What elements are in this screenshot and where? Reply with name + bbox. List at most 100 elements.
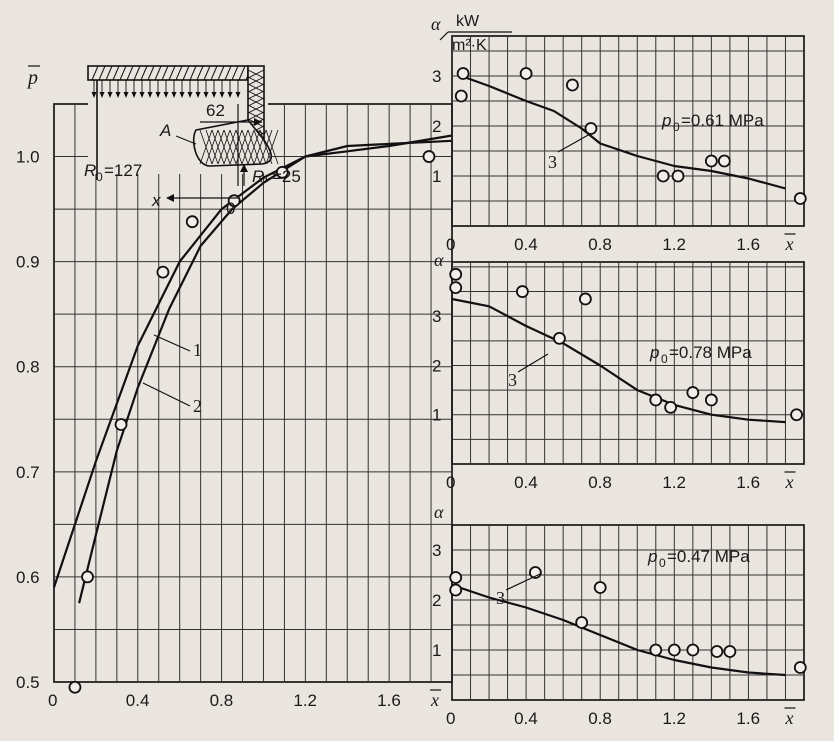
inset-x-arrowhead — [166, 194, 174, 202]
inset-crosshatch — [205, 129, 219, 165]
inset-hatch — [98, 65, 106, 81]
inset-hatch — [126, 65, 134, 81]
x-axis-symbol: x — [430, 690, 439, 710]
curve-label-3: 3 — [496, 588, 505, 608]
data-point — [793, 661, 807, 674]
series-label-2: 2 — [193, 396, 202, 416]
inset-pressure-arrowhead — [195, 92, 201, 98]
y-tick-label: 3 — [432, 67, 441, 86]
inset-hatch — [224, 65, 232, 81]
inset-hatch — [105, 65, 113, 81]
inset-hatch — [119, 65, 127, 81]
inset-top-wall — [87, 65, 249, 81]
inset-pressure-arrowhead — [139, 92, 145, 98]
x-tick-label: 0.4 — [514, 235, 538, 254]
x-tick-label: 1.6 — [736, 473, 760, 492]
y-unit-denominator: m²·K — [452, 37, 487, 54]
data-point — [686, 386, 700, 399]
pressure-label-value: =0.78 MPa — [669, 343, 752, 362]
inset-hatch — [147, 65, 155, 81]
inset-crosshatch — [253, 129, 267, 165]
x-tick-label: 0.4 — [514, 709, 538, 728]
data-point — [519, 67, 533, 80]
y-tick-label: 0.9 — [16, 253, 40, 272]
data-point — [793, 192, 807, 205]
y-tick-label: 0.8 — [16, 358, 40, 377]
data-point — [553, 331, 566, 345]
data-point — [516, 285, 529, 298]
pressure-label-value: =0.61 MPa — [681, 111, 764, 130]
data-point — [686, 643, 700, 657]
curve-3 — [451, 583, 786, 677]
inset-label-r0-sub: 0 — [96, 170, 103, 184]
inset-crosshatch — [247, 69, 265, 79]
y-tick-label: 3 — [432, 307, 441, 326]
inset-crosshatch — [247, 90, 265, 100]
data-point — [671, 169, 685, 183]
data-point — [649, 393, 663, 407]
y-axis-symbol: α — [434, 502, 444, 522]
inset-hatch — [238, 65, 246, 81]
x-tick-label: 1.2 — [662, 709, 686, 728]
inset-crosshatch — [259, 129, 273, 165]
inset-pressure-arrowhead — [219, 92, 225, 98]
inset-crosshatch — [247, 83, 265, 93]
curve-3 — [451, 297, 786, 424]
inset-pressure-arrowhead — [91, 92, 97, 98]
data-point — [717, 154, 731, 168]
data-point — [275, 165, 289, 179]
pressure-label: p — [661, 111, 671, 130]
inset-crosshatch — [247, 129, 261, 165]
inset-hatch — [203, 65, 211, 81]
x-tick-label: 0.4 — [514, 473, 538, 492]
x-tick-label: 0.8 — [588, 473, 612, 492]
data-point — [723, 645, 737, 658]
plot-frame — [451, 261, 805, 465]
x-tick-label: 1.2 — [662, 235, 686, 254]
inset-crosshatch — [247, 111, 265, 121]
data-point — [456, 67, 470, 80]
inset-rstar-arrowhead — [240, 164, 248, 172]
data-point — [656, 169, 670, 183]
inset-hatch — [210, 65, 218, 81]
x-axis-symbol: x — [784, 472, 793, 492]
inset-hatch — [231, 65, 239, 81]
y-unit-numerator: kW — [456, 13, 480, 30]
y-tick-label: 1 — [432, 641, 441, 660]
x-axis-symbol: x — [784, 708, 793, 728]
x-tick-label: 0 — [446, 473, 455, 492]
y-tick-label: 1.0 — [16, 148, 40, 167]
data-point — [790, 408, 803, 422]
pressure-label-sub: 0 — [673, 120, 680, 134]
inset-label-rstar-val: =25 — [272, 167, 301, 186]
inset-label-a: A — [159, 121, 171, 140]
data-point — [575, 616, 589, 629]
inset-hatch — [168, 65, 176, 81]
series-label-1: 1 — [193, 340, 202, 360]
pressure-label-sub: 0 — [661, 352, 668, 366]
y-tick-label: 0.6 — [16, 568, 40, 587]
inset-crosshatch — [247, 76, 265, 86]
data-point — [454, 89, 468, 103]
curve-1 — [52, 134, 453, 588]
x-tick-label: 1.6 — [736, 235, 760, 254]
inset-label-r0-val: =127 — [104, 161, 142, 180]
x-tick-label: 0 — [48, 691, 57, 710]
data-point — [593, 581, 607, 594]
x-axis-symbol: x — [784, 234, 793, 254]
inset-pressure-arrowhead — [131, 92, 137, 98]
inset-leader-a — [175, 135, 197, 145]
curve-2 — [78, 139, 453, 604]
y-tick-label: 2 — [432, 591, 441, 610]
inset-pressure-arrowhead — [123, 92, 129, 98]
inset-pressure-arrowhead — [147, 92, 153, 98]
pressure-label: p — [647, 547, 657, 566]
inset-crosshatch — [217, 129, 231, 165]
y-tick-label: 3 — [432, 541, 441, 560]
